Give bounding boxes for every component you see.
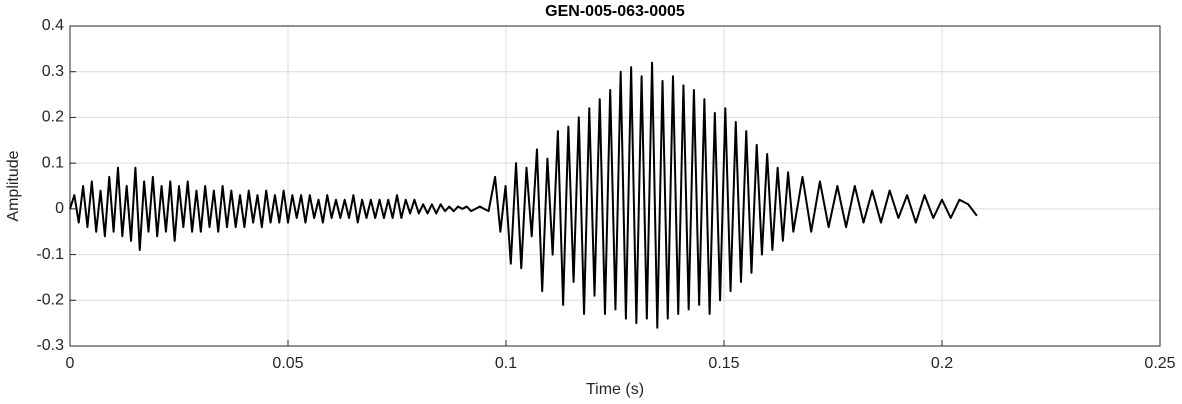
- y-tick-label: 0.1: [42, 154, 64, 171]
- plot-frame: [69, 25, 1161, 347]
- y-axis-label: Amplitude: [5, 150, 22, 221]
- x-axis-label: Time (s): [586, 381, 644, 398]
- x-tick-label: 0.25: [1144, 355, 1175, 372]
- y-tick-label: 0.3: [42, 63, 64, 80]
- y-tick-label: 0: [55, 200, 64, 217]
- x-tick-label: 0: [66, 355, 75, 372]
- y-tick-label: -0.3: [36, 337, 64, 354]
- y-tick-label: -0.2: [36, 292, 64, 309]
- waveform-line: [69, 61, 978, 329]
- x-tick-label: 0.05: [272, 355, 303, 372]
- y-tick-label: 0.4: [42, 17, 64, 34]
- x-tick-label: 0.2: [931, 355, 953, 372]
- x-tick-label: 0.1: [495, 355, 517, 372]
- y-tick-label: -0.1: [36, 246, 64, 263]
- chart-title: GEN-005-063-0005: [545, 3, 685, 20]
- x-tick-label: 0.15: [708, 355, 739, 372]
- y-tick-label: 0.2: [42, 109, 64, 126]
